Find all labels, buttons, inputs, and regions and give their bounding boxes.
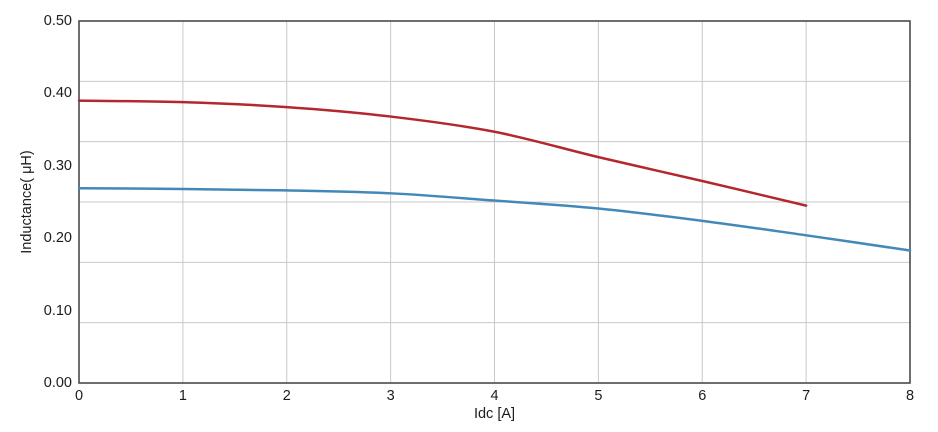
x-tick-label: 3 bbox=[386, 388, 395, 404]
x-tick-label: 6 bbox=[698, 388, 707, 404]
y-tick-label: 0.40 bbox=[43, 85, 72, 102]
y-tick-label: 0.10 bbox=[43, 302, 72, 319]
y-tick-label: 0.30 bbox=[43, 157, 72, 174]
x-tick-label: 2 bbox=[282, 388, 291, 404]
x-axis-title: Idc [A] bbox=[473, 406, 516, 422]
y-tick-label: 0.50 bbox=[43, 12, 72, 29]
blue-curve bbox=[77, 186, 912, 252]
x-tick-label: 1 bbox=[178, 388, 187, 404]
x-tick-label: 0 bbox=[74, 388, 84, 404]
y-tick-label: 0.00 bbox=[43, 374, 72, 391]
y-axis-title: Inductance( μH) bbox=[19, 150, 35, 254]
red-curve bbox=[77, 99, 808, 207]
x-tick-label: 4 bbox=[490, 388, 499, 404]
plot-border bbox=[78, 20, 911, 384]
x-tick-label: 8 bbox=[905, 388, 915, 404]
y-tick-label: 0.20 bbox=[43, 229, 72, 246]
x-tick-label: 5 bbox=[594, 388, 603, 404]
x-tick-label: 7 bbox=[802, 388, 811, 404]
